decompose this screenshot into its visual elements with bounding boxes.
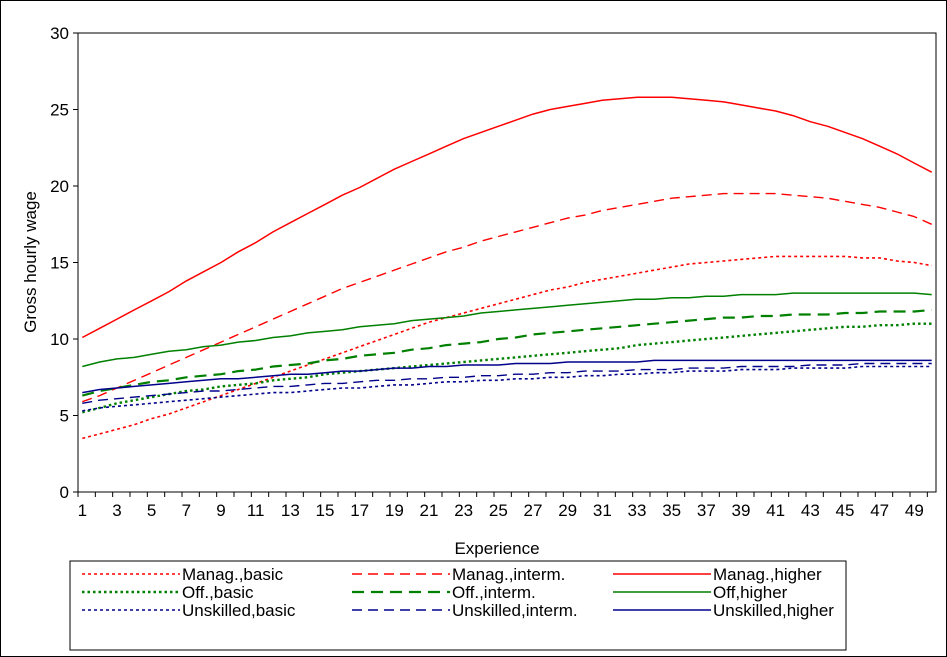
legend-label: Off,higher (713, 583, 788, 602)
series-line (82, 292, 932, 368)
x-tick-label: 17 (350, 501, 369, 520)
x-tick-label: 25 (489, 501, 508, 520)
x-tick-label: 11 (247, 501, 265, 520)
x-tick-label: 19 (385, 501, 404, 520)
x-tick-label: 5 (147, 501, 156, 520)
series-line (82, 255, 932, 440)
legend-label: Manag.,basic (182, 565, 284, 584)
x-tick-label: 3 (112, 501, 121, 520)
x-tick-label: 43 (801, 501, 820, 520)
x-tick-label: 35 (662, 501, 681, 520)
legend-box (69, 560, 847, 651)
legend: Manag.,basic Manag.,interm. Manag.,higherO… (69, 560, 847, 651)
y-axis-label: Gross hourly wage (21, 191, 40, 333)
y-tick-label: 5 (60, 407, 69, 426)
legend-label: Manag.,interm. (452, 565, 565, 584)
legend-label: Unskilled,basic (182, 601, 296, 620)
legend-label: Unskilled,interm. (452, 601, 578, 620)
series-line (82, 308, 932, 397)
y-tick-label: 30 (50, 24, 69, 43)
series-line (81, 322, 932, 414)
legend-label: Off.,interm. (452, 583, 536, 602)
y-tick-label: 10 (50, 330, 69, 349)
x-tick-label: 7 (182, 501, 191, 520)
x-tick-label: 37 (697, 501, 716, 520)
x-axis-label: Experience (454, 539, 539, 558)
plot-area (77, 32, 937, 493)
y-tick-label: 20 (50, 177, 69, 196)
x-tick-label: 23 (454, 501, 473, 520)
series-lines (81, 96, 933, 440)
series-line (82, 359, 932, 394)
series-line (82, 365, 932, 412)
x-tick-label: 13 (281, 501, 300, 520)
y-tick-label: 0 (60, 483, 69, 502)
y-tick-label: 25 (50, 101, 69, 120)
series-line (82, 192, 932, 403)
legend-label: Off.,basic (182, 583, 254, 602)
x-tick-label: 45 (836, 501, 855, 520)
x-tick-label: 21 (420, 501, 439, 520)
legend-label: Unskilled,higher (713, 601, 834, 620)
series-line (81, 96, 933, 339)
x-tick-label: 1 (78, 501, 87, 520)
x-tick-label: 15 (316, 501, 335, 520)
x-tick-label: 9 (216, 501, 225, 520)
x-tick-label: 29 (558, 501, 577, 520)
x-tick-label: 39 (732, 501, 751, 520)
series-line (82, 362, 932, 404)
legend-label: Manag.,higher (713, 565, 822, 584)
x-tick-label: 33 (628, 501, 647, 520)
x-tick-label: 27 (524, 501, 543, 520)
x-tick-label: 31 (593, 501, 612, 520)
x-tick-label: 49 (905, 501, 924, 520)
y-tick-label: 15 (50, 254, 69, 273)
x-tick-label: 41 (766, 501, 785, 520)
x-tick-label: 47 (870, 501, 889, 520)
